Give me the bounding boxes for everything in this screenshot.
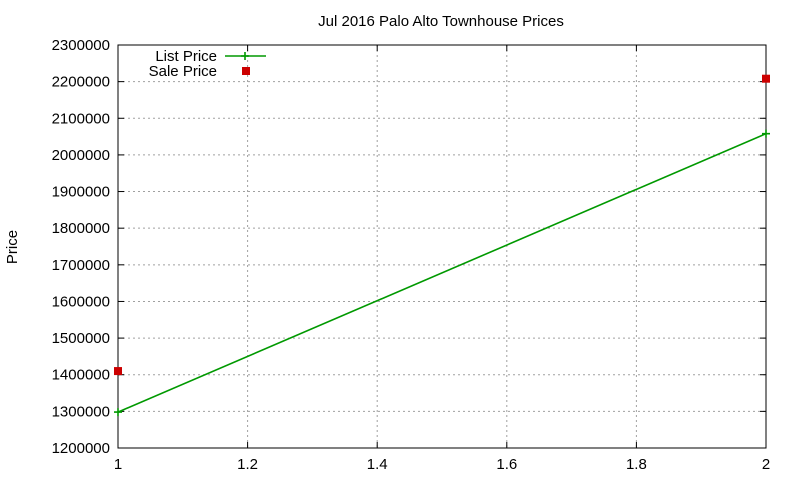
list-price-point <box>762 129 770 138</box>
y-tick-label: 2100000 <box>52 110 110 127</box>
x-tick-label: 1.2 <box>237 456 258 473</box>
plot-frame <box>117 44 767 449</box>
legend-plus-marker <box>241 52 249 60</box>
y-axis: 1200000 1300000 1400000 1500000 1600000 17000… <box>52 37 766 457</box>
legend-label: Sale Price <box>149 63 217 80</box>
x-tick-label: 1.8 <box>626 456 647 473</box>
legend-square-marker <box>242 67 250 75</box>
y-tick-label: 2300000 <box>52 37 110 54</box>
y-tick-label: 1200000 <box>52 440 110 457</box>
y-tick-label: 2000000 <box>52 147 110 164</box>
sale-price-point <box>762 74 770 83</box>
y-tick-label: 1900000 <box>52 184 110 201</box>
legend-label: List Price <box>155 48 217 65</box>
y-tick-label: 2200000 <box>52 74 110 91</box>
x-tick-label: 1.6 <box>496 456 517 473</box>
chart-title: Jul 2016 Palo Alto Townhouse Prices <box>318 13 564 30</box>
y-tick-label: 1600000 <box>52 293 110 310</box>
x-tick-label: 1 <box>114 456 122 473</box>
y-tick-label: 1800000 <box>52 220 110 237</box>
series-layer <box>114 74 770 417</box>
x-axis: 1 1.2 1.4 1.6 1.8 2 <box>114 45 770 473</box>
sale-price-point <box>114 367 122 376</box>
x-tick-label: 2 <box>762 456 770 473</box>
x-tick-label: 1.4 <box>367 456 388 473</box>
y-tick-label: 1300000 <box>52 403 110 420</box>
y-tick-label: 1500000 <box>52 330 110 347</box>
grid-lines <box>118 45 766 448</box>
y-tick-label: 1700000 <box>52 257 110 274</box>
y-axis-label: Price <box>4 230 21 264</box>
y-tick-label: 1400000 <box>52 367 110 384</box>
list-price-point <box>114 408 122 417</box>
list-price-line <box>117 132 767 413</box>
